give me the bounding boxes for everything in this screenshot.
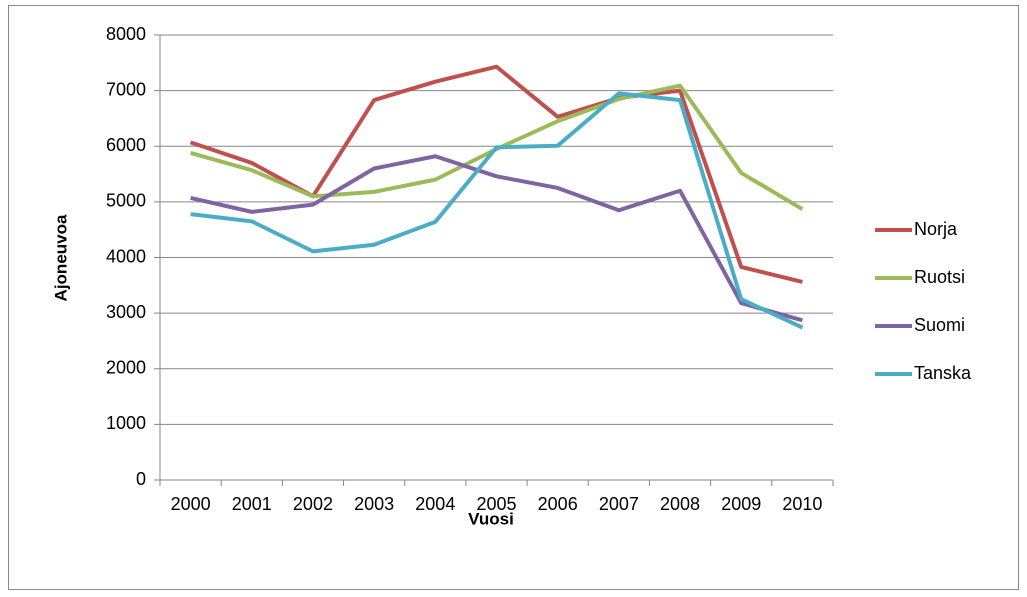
x-tick-label: 2000 bbox=[171, 494, 211, 514]
legend-label: Norja bbox=[914, 219, 958, 239]
x-tick-label: 2001 bbox=[232, 494, 272, 514]
series-line bbox=[189, 64, 803, 284]
x-tick-label: 2007 bbox=[599, 494, 639, 514]
x-tick-label: 2002 bbox=[293, 494, 333, 514]
y-tick-label: 6000 bbox=[106, 135, 146, 155]
y-tick-label: 7000 bbox=[106, 79, 146, 99]
y-tick-label: 0 bbox=[136, 469, 146, 489]
chart-border bbox=[8, 5, 1019, 590]
y-tick-label: 1000 bbox=[106, 413, 146, 433]
y-axis-title: Ajoneuvoa bbox=[51, 214, 70, 301]
x-axis-title: Vuosi bbox=[468, 509, 514, 528]
y-tick-label: 3000 bbox=[106, 302, 146, 322]
y-tick-label: 8000 bbox=[106, 24, 146, 44]
x-tick-label: 2010 bbox=[782, 494, 822, 514]
y-tick-label: 5000 bbox=[106, 191, 146, 211]
x-tick-label: 2009 bbox=[721, 494, 761, 514]
y-tick-label: 4000 bbox=[106, 246, 146, 266]
x-tick-label: 2005 bbox=[476, 494, 516, 514]
x-tick-label: 2003 bbox=[354, 494, 394, 514]
series-line bbox=[190, 154, 803, 323]
y-tick-label: 2000 bbox=[106, 358, 146, 378]
x-tick-label: 2008 bbox=[660, 494, 700, 514]
x-tick-label: 2006 bbox=[538, 494, 578, 514]
legend-label: Suomi bbox=[914, 315, 965, 335]
legend-label: Ruotsi bbox=[914, 267, 965, 287]
x-tick-label: 2004 bbox=[415, 494, 455, 514]
legend-label: Tanska bbox=[914, 363, 972, 383]
series-line bbox=[190, 91, 804, 330]
